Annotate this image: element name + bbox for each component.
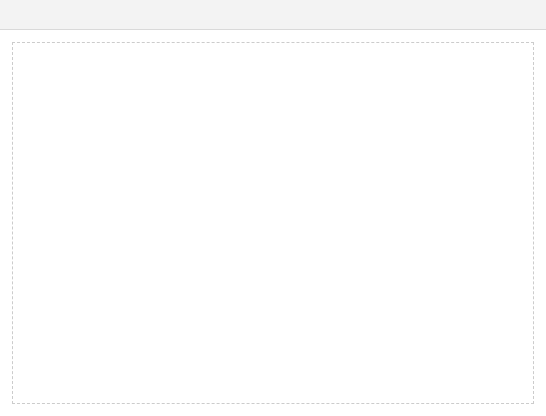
content-message xyxy=(12,42,534,404)
main-content xyxy=(0,30,546,416)
window-title xyxy=(0,0,546,30)
